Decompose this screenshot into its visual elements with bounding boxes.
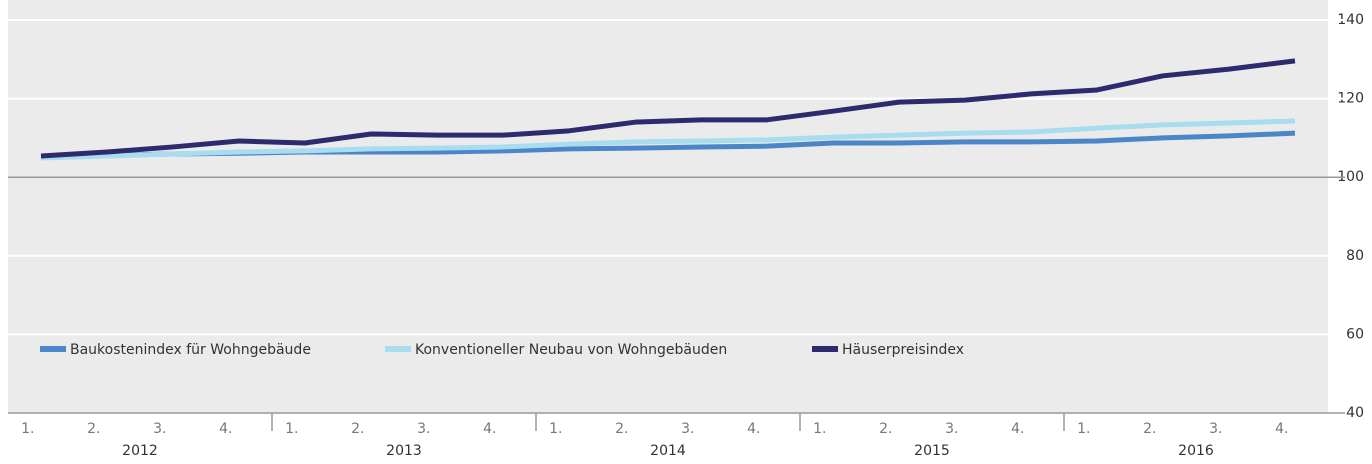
x-tick-label: 4. bbox=[747, 421, 760, 437]
plot-background bbox=[8, 0, 1328, 413]
x-tick-label: 1. bbox=[285, 421, 298, 437]
year-label: 2014 bbox=[650, 443, 686, 459]
y-tick-label: 120 bbox=[1337, 91, 1364, 107]
x-tick-label: 1. bbox=[1077, 421, 1090, 437]
x-tick-label: 2. bbox=[87, 421, 100, 437]
y-tick-label: 60 bbox=[1346, 326, 1364, 342]
x-tick-label: 4. bbox=[1275, 421, 1288, 437]
x-tick-label: 3. bbox=[681, 421, 694, 437]
legend-swatch bbox=[385, 346, 411, 352]
x-tick-label: 3. bbox=[945, 421, 958, 437]
legend-swatch bbox=[812, 346, 838, 352]
x-tick-label: 1. bbox=[549, 421, 562, 437]
x-tick-label: 1. bbox=[21, 421, 34, 437]
x-tick-label: 4. bbox=[483, 421, 496, 437]
y-tick-label: 100 bbox=[1337, 169, 1364, 185]
series-line bbox=[40, 58, 1296, 159]
x-tick-label: 3. bbox=[1209, 421, 1222, 437]
y-tick-label: 80 bbox=[1346, 248, 1364, 264]
legend-swatch bbox=[40, 346, 66, 352]
legend-label: Konventioneller Neubau von Wohngebäuden bbox=[415, 342, 727, 358]
series-line bbox=[40, 118, 1296, 161]
y-tick-label: 40 bbox=[1346, 405, 1364, 421]
x-tick-label: 2. bbox=[615, 421, 628, 437]
x-tick-label: 2. bbox=[879, 421, 892, 437]
legend-label: Häuserpreisindex bbox=[842, 342, 964, 358]
x-tick-label: 2. bbox=[351, 421, 364, 437]
x-tick-label: 4. bbox=[219, 421, 232, 437]
year-label: 2015 bbox=[914, 443, 950, 459]
y-tick-label: 140 bbox=[1337, 12, 1364, 28]
legend-label: Baukostenindex für Wohngebäude bbox=[70, 342, 311, 358]
x-tick-label: 2. bbox=[1143, 421, 1156, 437]
x-tick-label: 4. bbox=[1011, 421, 1024, 437]
x-tick-label: 3. bbox=[417, 421, 430, 437]
x-tick-label: 1. bbox=[813, 421, 826, 437]
year-label: 2013 bbox=[386, 443, 422, 459]
year-label: 2016 bbox=[1178, 443, 1214, 459]
year-label: 2012 bbox=[122, 443, 158, 459]
x-tick-label: 3. bbox=[153, 421, 166, 437]
